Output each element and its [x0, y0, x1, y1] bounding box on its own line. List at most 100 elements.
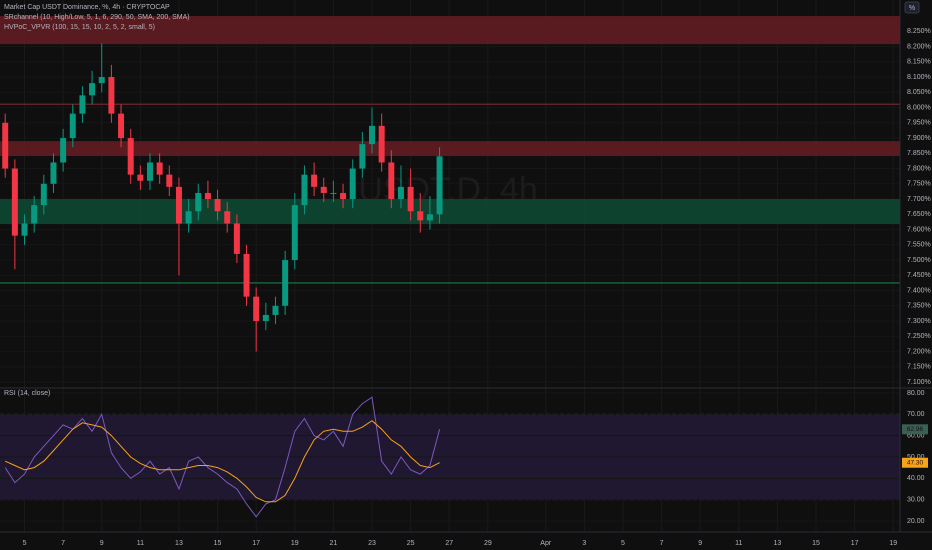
- candle-body: [98, 77, 105, 84]
- percent-button[interactable]: [904, 1, 920, 14]
- candle-body: [175, 186, 182, 224]
- candle-body: [349, 168, 356, 200]
- y-tick-label: 7.550%: [907, 242, 931, 249]
- y-tick-label: 8.100%: [907, 74, 931, 81]
- y-tick-label: 7.950%: [907, 120, 931, 127]
- y-tick-label: 60.00: [907, 432, 925, 439]
- candle-body: [388, 162, 395, 200]
- candle-body: [272, 305, 279, 315]
- candle-body: [262, 314, 269, 322]
- y-tick-label: 8.250%: [907, 28, 931, 35]
- candle-body: [127, 138, 134, 175]
- y-tick-label: 20.00: [907, 518, 925, 525]
- candle-body: [79, 95, 86, 114]
- y-tick-label: 7.300%: [907, 318, 931, 325]
- x-tick-label: 17: [851, 540, 859, 547]
- candle-body: [204, 192, 211, 200]
- candle-body: [31, 205, 38, 224]
- y-tick-label: 70.00: [907, 411, 925, 418]
- candle-body: [359, 144, 366, 169]
- y-tick-label: 7.100%: [907, 379, 931, 386]
- candle-body: [195, 192, 202, 212]
- last-value-label: 62.96: [907, 426, 924, 433]
- sr-zone: [0, 16, 900, 45]
- candle-body: [301, 174, 308, 206]
- candle-body: [89, 83, 96, 96]
- candle-body: [156, 162, 163, 175]
- candle-body: [311, 174, 318, 187]
- y-tick-label: 8.000%: [907, 104, 931, 111]
- candle-body: [40, 183, 47, 206]
- y-tick-label: 7.250%: [907, 333, 931, 340]
- y-tick-label: 7.600%: [907, 226, 931, 233]
- x-tick-label: 9: [698, 540, 702, 547]
- chart-title: Market Cap USDT Dominance, %, 4h · CRYPT…: [4, 4, 170, 11]
- y-tick-label: 7.700%: [907, 196, 931, 203]
- x-tick-label: 13: [175, 540, 183, 547]
- candle-body: [282, 260, 289, 306]
- candle-body: [253, 296, 260, 322]
- y-tick-label: 7.450%: [907, 272, 931, 279]
- candle-body: [118, 113, 125, 139]
- x-tick-label: 17: [252, 540, 260, 547]
- x-tick-label: 21: [329, 540, 337, 547]
- y-tick-label: 40.00: [907, 475, 925, 482]
- x-tick-label: 13: [774, 540, 782, 547]
- candle-body: [233, 223, 240, 254]
- candle-body: [369, 125, 375, 145]
- x-tick-label: 7: [660, 540, 664, 547]
- y-tick-label: 80.00: [907, 390, 925, 397]
- y-tick-label: 8.150%: [907, 59, 931, 66]
- percent-button-label[interactable]: %: [909, 5, 915, 12]
- candle-body: [69, 113, 76, 139]
- candle-body: [2, 122, 9, 169]
- candle-body: [11, 168, 18, 236]
- x-tick-label: 11: [735, 540, 742, 547]
- candle-body: [60, 138, 67, 163]
- x-tick-label: 19: [889, 540, 897, 547]
- x-tick-label: 9: [100, 540, 104, 547]
- candle-body: [397, 186, 404, 200]
- candle-body: [214, 199, 221, 212]
- last-value-label: 47.30: [907, 459, 924, 466]
- candle-body: [340, 192, 347, 200]
- y-tick-label: 50.00: [907, 454, 925, 461]
- x-tick-label: 29: [484, 540, 492, 547]
- candle-body: [320, 186, 327, 193]
- x-tick-label: 5: [23, 540, 27, 547]
- y-tick-label: 7.650%: [907, 211, 931, 218]
- x-tick-label: 23: [368, 540, 376, 547]
- candle-body: [108, 77, 115, 114]
- y-tick-label: 7.850%: [907, 150, 931, 157]
- x-tick-label: 15: [214, 540, 222, 547]
- y-tick-label: 7.800%: [907, 165, 931, 172]
- x-tick-label: 25: [407, 540, 415, 547]
- x-tick-label: 19: [291, 540, 299, 547]
- candle-body: [291, 205, 298, 261]
- candle-body: [224, 211, 231, 224]
- candle-body: [21, 223, 28, 236]
- rsi-line: [4, 396, 441, 518]
- x-tick-label: 15: [812, 540, 820, 547]
- candle-body: [137, 174, 144, 181]
- candle-body: [407, 186, 414, 212]
- y-tick-label: 30.00: [907, 497, 925, 504]
- sr-zone: [0, 141, 900, 157]
- y-tick-label: 8.050%: [907, 89, 931, 96]
- y-tick-label: 7.900%: [907, 135, 931, 142]
- x-tick-label: 5: [621, 540, 625, 547]
- x-tick-label: 27: [445, 540, 453, 547]
- candle-body: [243, 253, 250, 297]
- y-tick-label: 7.400%: [907, 287, 931, 294]
- candle-body: [426, 214, 433, 221]
- last-value-box: [902, 457, 928, 468]
- candle-body: [436, 156, 443, 215]
- y-tick-label: 7.500%: [907, 257, 931, 264]
- y-tick-label: 7.200%: [907, 348, 931, 355]
- last-value-box: [902, 424, 928, 435]
- y-tick-label: 7.350%: [907, 303, 931, 310]
- candle-body: [166, 174, 173, 187]
- rsi-line: [4, 420, 440, 503]
- candle-body: [417, 211, 424, 221]
